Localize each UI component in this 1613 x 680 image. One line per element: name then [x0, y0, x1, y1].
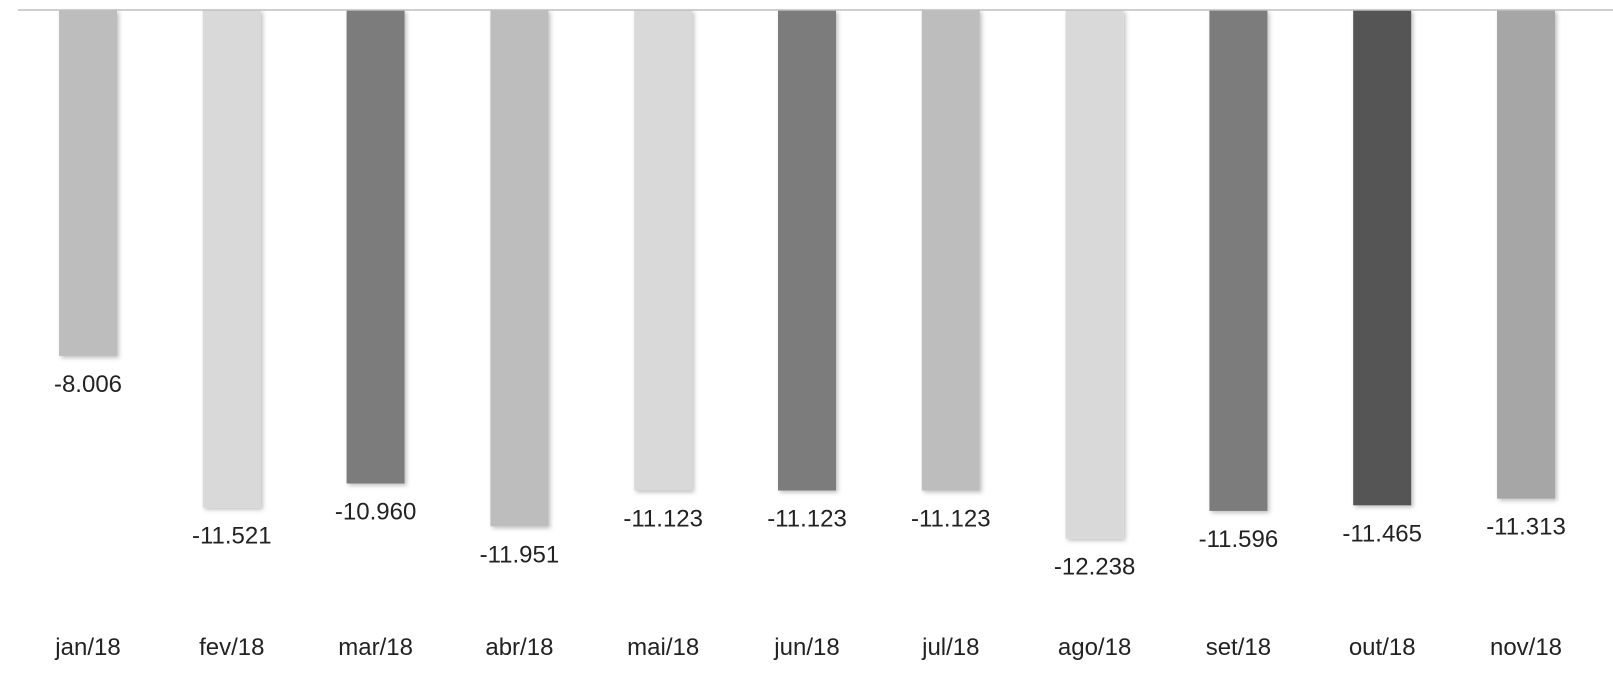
bar-fev-18: [202, 10, 261, 508]
data-label: -11.951: [480, 541, 560, 568]
bar-mai-18: [634, 10, 693, 491]
x-tick-label: mai/18: [627, 634, 699, 661]
data-label: -8.006: [54, 371, 122, 398]
bars-layer: [59, 10, 1555, 539]
x-tick-label: out/18: [1349, 634, 1416, 661]
x-tick-label: nov/18: [1490, 634, 1562, 661]
bar-jul-18: [921, 10, 980, 491]
data-label: -11.123: [911, 506, 991, 533]
data-label: -11.313: [1486, 514, 1566, 541]
x-tick-label: fev/18: [199, 634, 264, 661]
bar-out-18: [1353, 10, 1412, 506]
data-label: -11.465: [1342, 520, 1422, 547]
x-tick-label: ago/18: [1058, 634, 1131, 661]
data-label: -11.521: [192, 523, 272, 550]
bar-set-18: [1209, 10, 1268, 511]
data-label: -12.238: [1054, 554, 1135, 581]
value-labels-layer: -8.006 -11.521 -10.960 -11.951 -11.123 -11.12…: [54, 371, 1566, 581]
bar-jun-18: [778, 10, 836, 491]
data-label: -11.596: [1199, 526, 1279, 553]
data-label: -11.123: [767, 506, 847, 533]
bar-abr-18: [490, 10, 549, 527]
x-tick-label: mar/18: [338, 634, 413, 661]
data-label: -11.123: [623, 506, 703, 533]
x-tick-label: jan/18: [54, 634, 120, 661]
bar-jan-18: [59, 10, 117, 356]
bar-nov-18: [1497, 10, 1555, 499]
data-label: -10.960: [335, 499, 416, 526]
category-labels-layer: jan/18 fev/18 mar/18 abr/18 mai/18 jun/18 jul/…: [54, 634, 1562, 661]
x-tick-label: jun/18: [773, 634, 839, 661]
bar-mar-18: [346, 10, 405, 484]
bar-ago-18: [1065, 10, 1124, 539]
x-tick-label: set/18: [1206, 634, 1271, 661]
x-tick-label: abr/18: [485, 634, 553, 661]
x-tick-label: jul/18: [921, 634, 979, 661]
